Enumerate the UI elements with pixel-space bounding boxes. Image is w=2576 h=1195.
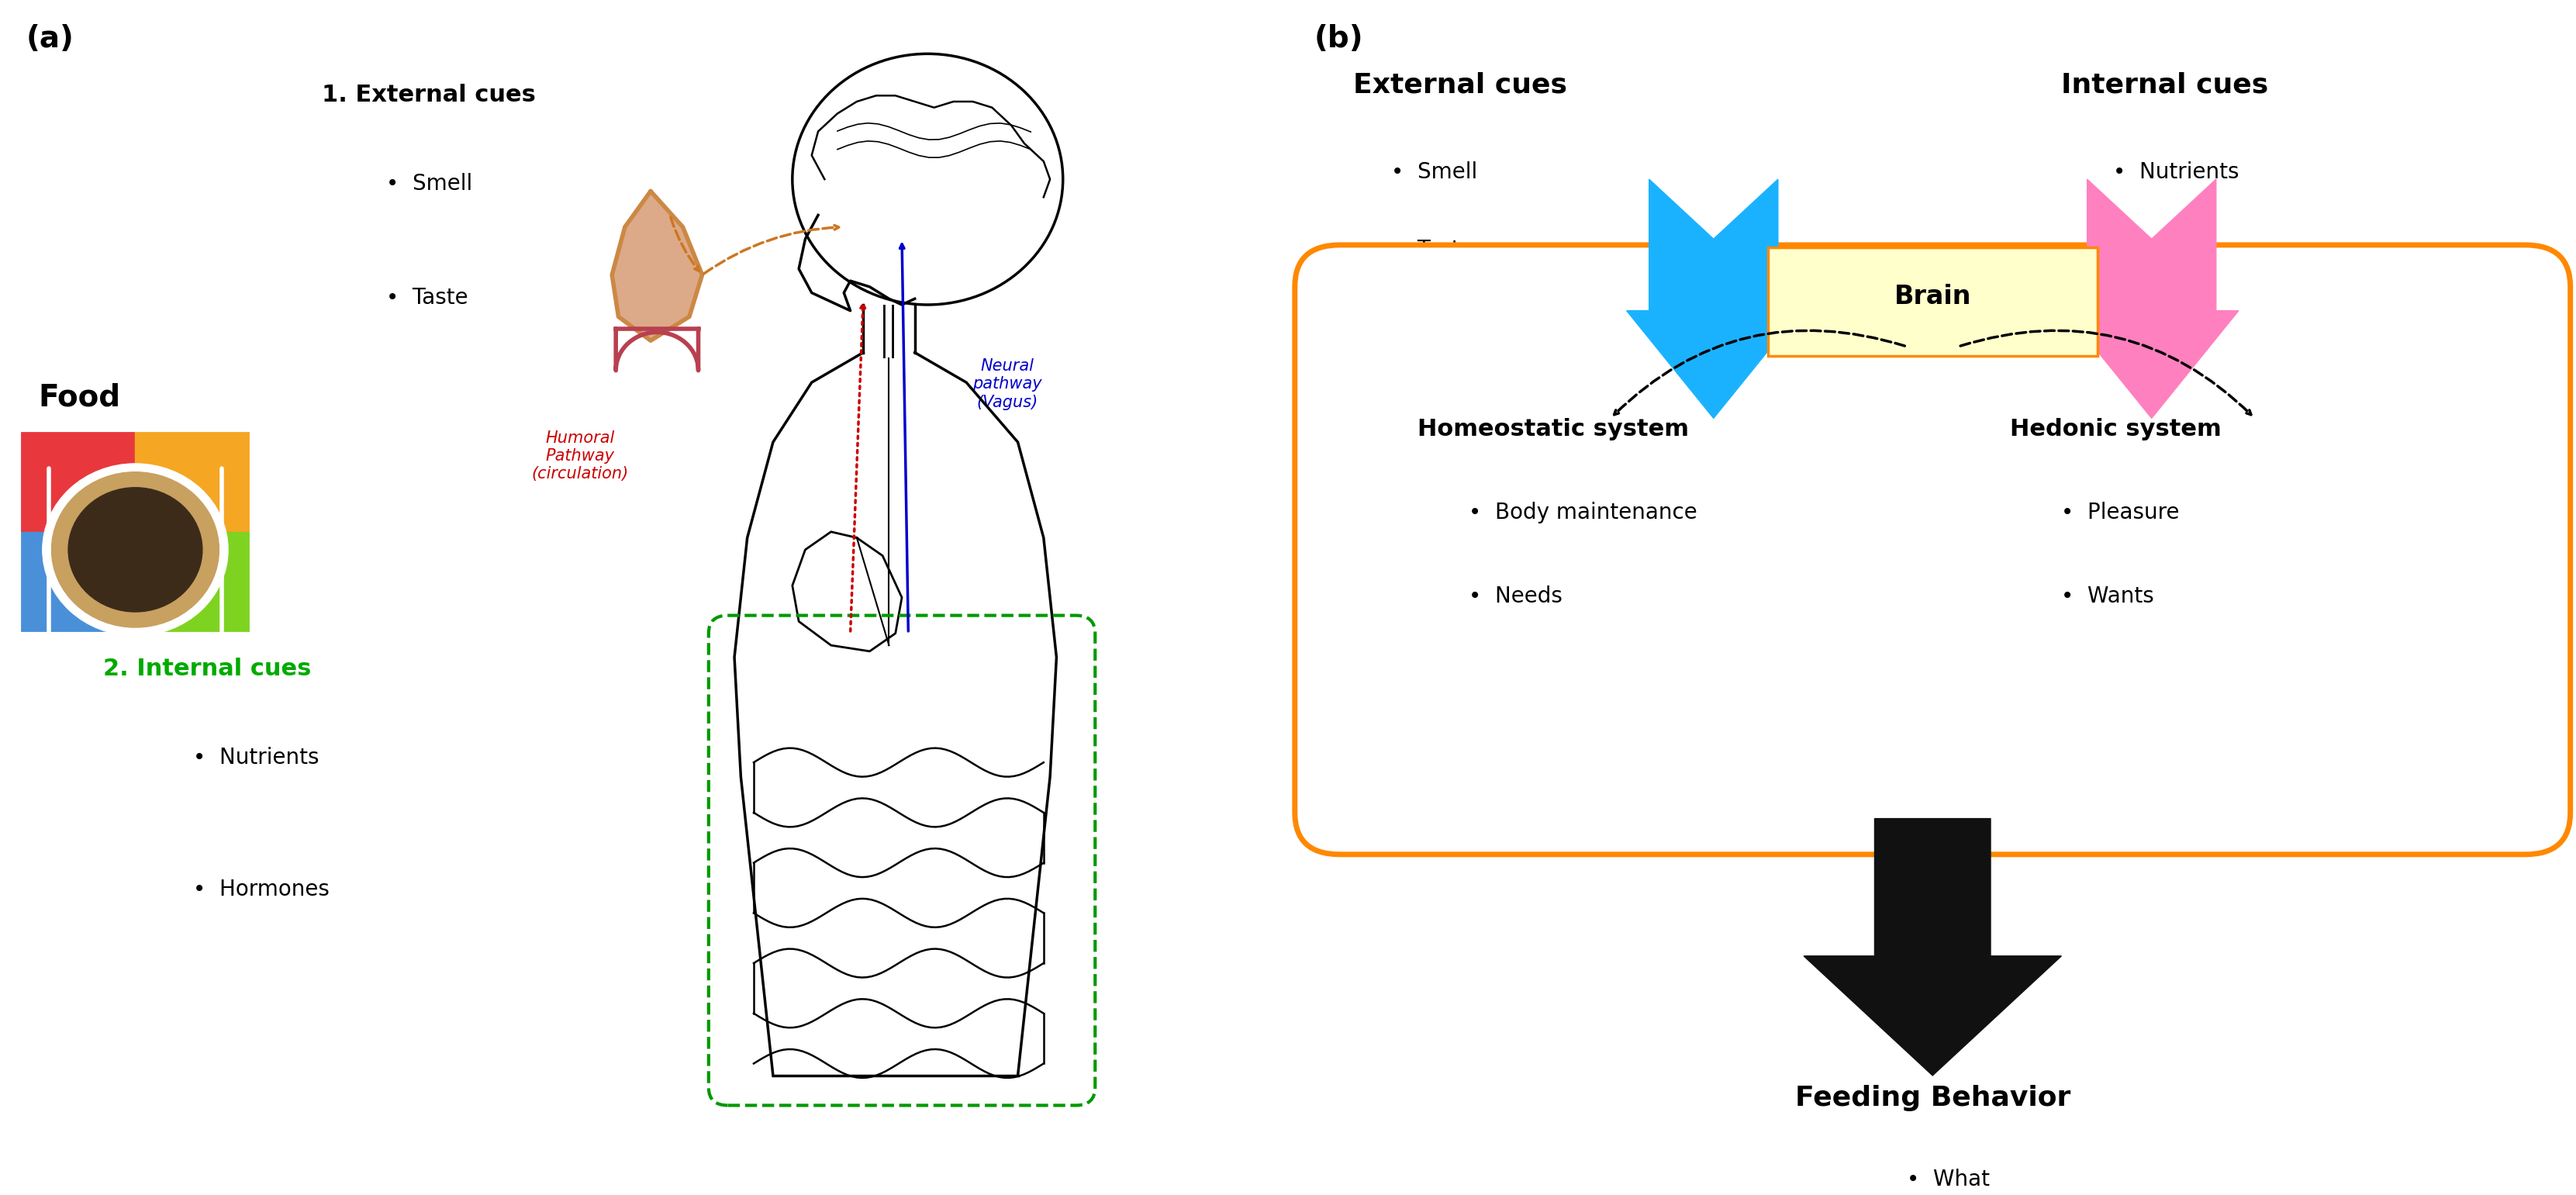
- Circle shape: [67, 488, 204, 612]
- Bar: [18, 532, 134, 633]
- Text: External cues: External cues: [1352, 72, 1566, 98]
- Polygon shape: [1625, 179, 1801, 418]
- Text: (b): (b): [1314, 24, 1363, 54]
- Circle shape: [52, 472, 219, 627]
- FancyBboxPatch shape: [1293, 245, 2568, 854]
- Text: •  Taste: • Taste: [1391, 239, 1473, 261]
- Text: Hedonic system: Hedonic system: [2009, 418, 2221, 441]
- Text: •  Taste: • Taste: [386, 287, 469, 308]
- Text: 2. Internal cues: 2. Internal cues: [103, 657, 312, 680]
- Text: •  Body maintenance: • Body maintenance: [1468, 502, 1698, 523]
- Bar: [18, 430, 134, 532]
- Text: Internal cues: Internal cues: [2061, 72, 2267, 98]
- FancyBboxPatch shape: [1767, 247, 2097, 356]
- Bar: [134, 532, 250, 633]
- Polygon shape: [613, 191, 701, 341]
- Text: Food: Food: [39, 382, 121, 412]
- Text: •  What: • What: [1906, 1169, 1989, 1190]
- Bar: [18, 430, 252, 633]
- Text: •  Nutrients: • Nutrients: [193, 747, 319, 768]
- Text: •  Nutrients: • Nutrients: [2112, 161, 2239, 183]
- Text: Brain: Brain: [1893, 283, 1971, 310]
- Text: •  Needs: • Needs: [1468, 586, 1561, 607]
- Bar: [134, 430, 250, 532]
- Text: (a): (a): [26, 24, 75, 54]
- Text: Neural
pathway
(Vagus): Neural pathway (Vagus): [974, 358, 1041, 410]
- Text: •  Hormones: • Hormones: [2112, 239, 2249, 261]
- Text: •  Smell: • Smell: [1391, 161, 1476, 183]
- Text: •  Hormones: • Hormones: [193, 878, 330, 900]
- Text: •  Pleasure: • Pleasure: [2061, 502, 2179, 523]
- Text: •  Smell: • Smell: [386, 173, 471, 195]
- Polygon shape: [1803, 819, 2061, 1076]
- Circle shape: [41, 464, 227, 636]
- Polygon shape: [2063, 179, 2239, 418]
- Text: 1. External cues: 1. External cues: [322, 84, 536, 106]
- Text: Homeostatic system: Homeostatic system: [1417, 418, 1687, 441]
- Text: Feeding Behavior: Feeding Behavior: [1795, 1085, 2069, 1111]
- Text: •  Wants: • Wants: [2061, 586, 2154, 607]
- Text: Humoral
Pathway
(circulation): Humoral Pathway (circulation): [531, 430, 629, 482]
